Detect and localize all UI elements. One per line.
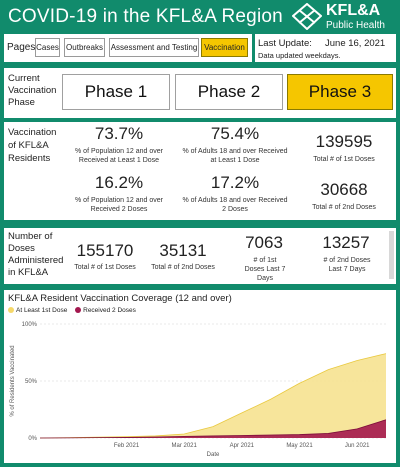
vaccination-phase-panel: Current Vaccination Phase Phase 1 Phase … xyxy=(4,68,396,118)
x-axis-label: Date xyxy=(207,452,220,458)
phase-1-button[interactable]: Phase 1 xyxy=(62,74,170,110)
total-first-doses-value: 139595 xyxy=(315,132,373,151)
nav-outbreaks-button[interactable]: Outbreaks xyxy=(64,38,105,57)
x-tick-label: May 2021 xyxy=(286,443,313,449)
pct-12-two-doses-value: 16.2% xyxy=(94,173,144,192)
line-series-two-doses xyxy=(39,419,387,439)
y-tick-label: 100% xyxy=(22,322,38,328)
pct-18-two-doses-caption: % of Adults 18 and over Received 2 Doses xyxy=(182,197,288,213)
x-tick-label: Apr 2021 xyxy=(230,443,255,449)
page-navigation: Pages Cases Outbreaks Assessment and Tes… xyxy=(4,34,252,62)
area-series-two-doses xyxy=(40,419,386,438)
admin-first-doses-value: 155170 xyxy=(76,241,134,260)
legend-item-first-dose[interactable]: At Least 1st Dose xyxy=(8,307,67,314)
second-doses-7day-caption: # of 2nd Doses Last 7 Days xyxy=(323,257,371,273)
total-first-doses-caption: Total # of 1st Doses xyxy=(313,156,375,163)
pct-18-one-dose-caption: % of Adults 18 and over Received at Leas… xyxy=(182,148,288,164)
nav-cases-button[interactable]: Cases xyxy=(35,38,60,57)
admin-first-doses-caption: Total # of 1st Doses xyxy=(74,264,136,271)
logo-name: KFL&A xyxy=(326,2,381,19)
pct-18-two-doses-value: 17.2% xyxy=(210,173,260,192)
y-axis-label: % of Residents Vaccinated xyxy=(10,345,16,416)
chart-legend: At Least 1st Dose Received 2 Doses xyxy=(8,307,142,314)
doses-administered-panel: Number of Doses Administered in KFL&A 15… xyxy=(4,228,396,284)
vaccination-residents-panel: Vaccination of KFL&A Residents 73.7% % o… xyxy=(4,122,396,220)
admin-second-doses-caption: Total # of 2nd Doses xyxy=(151,264,215,271)
phase-2-button[interactable]: Phase 2 xyxy=(175,74,283,110)
header-bar: COVID-19 in the KFL&A Region KFL&A Publi… xyxy=(0,0,400,34)
panel-scrollbar[interactable] xyxy=(389,231,394,279)
y-tick-label: 0% xyxy=(28,436,37,442)
doses-label: Number of Doses Administered in KFL&A xyxy=(8,231,64,278)
pct-12-one-dose-caption: % of Population 12 and over Received at … xyxy=(75,148,163,164)
pct-18-one-dose-value: 75.4% xyxy=(210,124,260,143)
legend-label-two-doses: Received 2 Doses xyxy=(83,307,136,314)
first-doses-7day-value: 7063 xyxy=(245,233,283,252)
second-doses-7day-value: 13257 xyxy=(322,233,370,252)
nav-assessment-testing-button[interactable]: Assessment and Testing xyxy=(109,38,199,57)
line-series-first-dose xyxy=(39,353,387,439)
chart-title: KFL&A Resident Vaccination Coverage (12 … xyxy=(8,293,232,304)
y-tick-label: 50% xyxy=(25,379,38,385)
page-title: COVID-19 in the KFL&A Region xyxy=(8,6,283,27)
x-tick-label: Mar 2021 xyxy=(171,443,197,449)
total-second-doses-caption: Total # of 2nd Doses xyxy=(312,204,376,211)
update-label: Last Update: xyxy=(258,38,312,49)
last-update-panel: Last Update: June 16, 2021 Data updated … xyxy=(255,34,396,62)
phase-label: Current Vaccination Phase xyxy=(8,73,57,108)
legend-label-first-dose: At Least 1st Dose xyxy=(16,307,68,314)
area-series-first-dose xyxy=(40,353,386,438)
logo-icon xyxy=(292,3,322,30)
pct-12-one-dose-value: 73.7% xyxy=(94,124,144,143)
phase-3-button[interactable]: Phase 3 xyxy=(287,74,393,110)
update-note: Data updated weekdays. xyxy=(258,51,341,60)
x-tick-label: Feb 2021 xyxy=(114,443,140,449)
total-second-doses-value: 30668 xyxy=(320,180,368,199)
logo-subtitle: Public Health xyxy=(326,20,385,31)
admin-second-doses-value: 35131 xyxy=(159,241,207,260)
legend-item-two-doses[interactable]: Received 2 Doses xyxy=(75,307,136,314)
legend-dot-first-dose xyxy=(8,307,14,313)
pct-12-two-doses-caption: % of Population 12 and over Received 2 D… xyxy=(75,197,163,213)
first-doses-7day-caption: # of 1st Doses Last 7 Days xyxy=(244,257,286,282)
coverage-chart-panel: KFL&A Resident Vaccination Coverage (12 … xyxy=(4,290,396,463)
nav-label: Pages xyxy=(7,42,36,53)
legend-dot-two-doses xyxy=(75,307,82,313)
update-date: June 16, 2021 xyxy=(325,38,386,49)
nav-vaccination-button[interactable]: Vaccination xyxy=(201,38,248,57)
coverage-area-chart[interactable]: 0% 50% 100% % of Residents Vaccinated Feb 20… xyxy=(4,316,396,461)
vaccination-label: Vaccination of KFL&A Residents xyxy=(8,127,57,164)
kfla-logo: KFL&A Public Health xyxy=(292,2,396,32)
x-tick-label: Jun 2021 xyxy=(345,443,370,449)
